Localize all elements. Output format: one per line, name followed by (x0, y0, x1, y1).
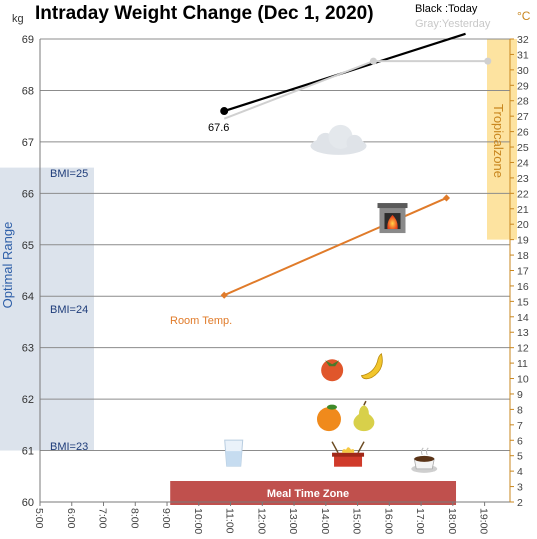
y-right-tick-10: 12 (517, 343, 529, 355)
y-right-tick-30: 32 (517, 34, 529, 46)
series-yesterday-point-2 (484, 57, 492, 65)
y-left-unit: kg (12, 13, 24, 25)
y-right-tick-23: 25 (517, 142, 529, 154)
series-room-temp-point-1 (442, 194, 451, 202)
x-tick-14: 19:00 (478, 508, 490, 534)
y-left-tick-3: 63 (22, 343, 34, 355)
series-yesterday-point-1 (369, 57, 377, 65)
bmi-23-label: BMI=23 (50, 441, 88, 453)
y-left-tick-7: 67 (22, 137, 34, 149)
x-tick-12: 17:00 (414, 508, 426, 534)
y-right-tick-13: 15 (517, 296, 529, 308)
room-temp-label: Room Temp. (170, 315, 232, 327)
x-tick-13: 18:00 (446, 508, 458, 534)
y-right-tick-26: 28 (517, 96, 529, 108)
y-left-tick-4: 64 (22, 291, 34, 303)
y-right-tick-1: 3 (517, 482, 523, 494)
y-right-tick-7: 9 (517, 389, 523, 401)
y-right-tick-0: 2 (517, 497, 523, 509)
y-right-tick-21: 23 (517, 173, 529, 185)
orange-icon (316, 404, 341, 432)
y-right-tick-19: 21 (517, 204, 529, 216)
optimal-range-band (0, 167, 94, 451)
meal-time-zone-bar (170, 481, 457, 505)
y-left-tick-8: 68 (22, 85, 34, 97)
meal-time-zone-label: Meal Time Zone (267, 488, 349, 500)
x-tick-3: 8:00 (128, 508, 140, 529)
y-left-tick-5: 65 (22, 240, 34, 252)
optimal-range-label: Optimal Range (0, 222, 15, 309)
legend-yesterday: Gray:Yesterday (415, 18, 491, 30)
series-today-point-0 (220, 107, 229, 116)
y-right-tick-20: 22 (517, 188, 529, 200)
water-glass-icon (224, 439, 244, 467)
y-right-tick-2: 4 (517, 466, 523, 478)
y-right-tick-27: 29 (517, 80, 529, 92)
series-room_temp-line (223, 197, 447, 297)
y-right-tick-12: 14 (517, 312, 529, 324)
y-right-tick-17: 19 (517, 235, 529, 247)
y-right-tick-4: 6 (517, 435, 523, 447)
y-right-unit: °C (517, 9, 531, 23)
y-left-tick-9: 69 (22, 34, 34, 46)
y-right-tick-25: 27 (517, 111, 529, 123)
fireplace-icon (377, 203, 408, 234)
tropical-zone-label: Tropicalzone (491, 104, 506, 178)
bmi-25-label: BMI=25 (50, 168, 88, 180)
x-tick-6: 11:00 (224, 508, 236, 534)
pear-icon (353, 400, 375, 432)
chart-title: Intraday Weight Change (Dec 1, 2020) (35, 3, 374, 24)
series-layer (220, 32, 492, 299)
y-right-tick-18: 20 (517, 219, 529, 231)
y-left-tick-2: 62 (22, 394, 34, 406)
x-tick-11: 16:00 (382, 508, 394, 534)
today-value-label: 67.6 (208, 122, 229, 134)
x-tick-10: 15:00 (351, 508, 363, 534)
x-tick-8: 13:00 (287, 508, 299, 534)
cloud-icon (310, 124, 367, 155)
axes-layer: 6061626364656667686923456789101112131415… (22, 34, 529, 534)
y-right-tick-16: 18 (517, 250, 529, 262)
y-right-tick-22: 24 (517, 157, 529, 169)
y-left-tick-6: 66 (22, 188, 34, 200)
y-right-tick-29: 31 (517, 49, 529, 61)
bmi-24-label: BMI=24 (50, 304, 88, 316)
x-tick-5: 10:00 (192, 508, 204, 534)
y-right-tick-14: 16 (517, 281, 529, 293)
y-right-tick-9: 11 (517, 358, 528, 370)
banana-icon (360, 353, 383, 380)
y-right-tick-3: 5 (517, 451, 523, 463)
y-right-tick-8: 10 (517, 374, 529, 386)
y-right-tick-6: 8 (517, 404, 523, 416)
icons-layer (224, 124, 438, 473)
x-tick-4: 9:00 (160, 508, 172, 529)
x-tick-0: 5:00 (33, 508, 45, 529)
y-right-tick-5: 7 (517, 420, 523, 432)
grid-layer (40, 38, 510, 452)
y-left-tick-1: 61 (22, 446, 34, 458)
y-left-tick-0: 60 (22, 497, 34, 509)
x-tick-9: 14:00 (319, 508, 331, 534)
x-tick-1: 6:00 (65, 508, 77, 529)
tropical-zone-band (487, 39, 517, 240)
x-tick-7: 12:00 (255, 508, 267, 534)
legend-today: Black :Today (415, 3, 478, 15)
y-right-tick-15: 17 (517, 266, 529, 278)
series-room-temp-point-0 (220, 291, 228, 299)
hotpot-icon (331, 441, 365, 467)
y-right-tick-11: 13 (517, 327, 529, 339)
bands-layer (0, 39, 517, 505)
y-right-tick-28: 30 (517, 65, 529, 77)
persimmon-icon (321, 359, 344, 382)
x-tick-2: 7:00 (97, 508, 109, 529)
coffee-cup-icon (411, 447, 438, 473)
y-right-tick-24: 26 (517, 127, 529, 139)
